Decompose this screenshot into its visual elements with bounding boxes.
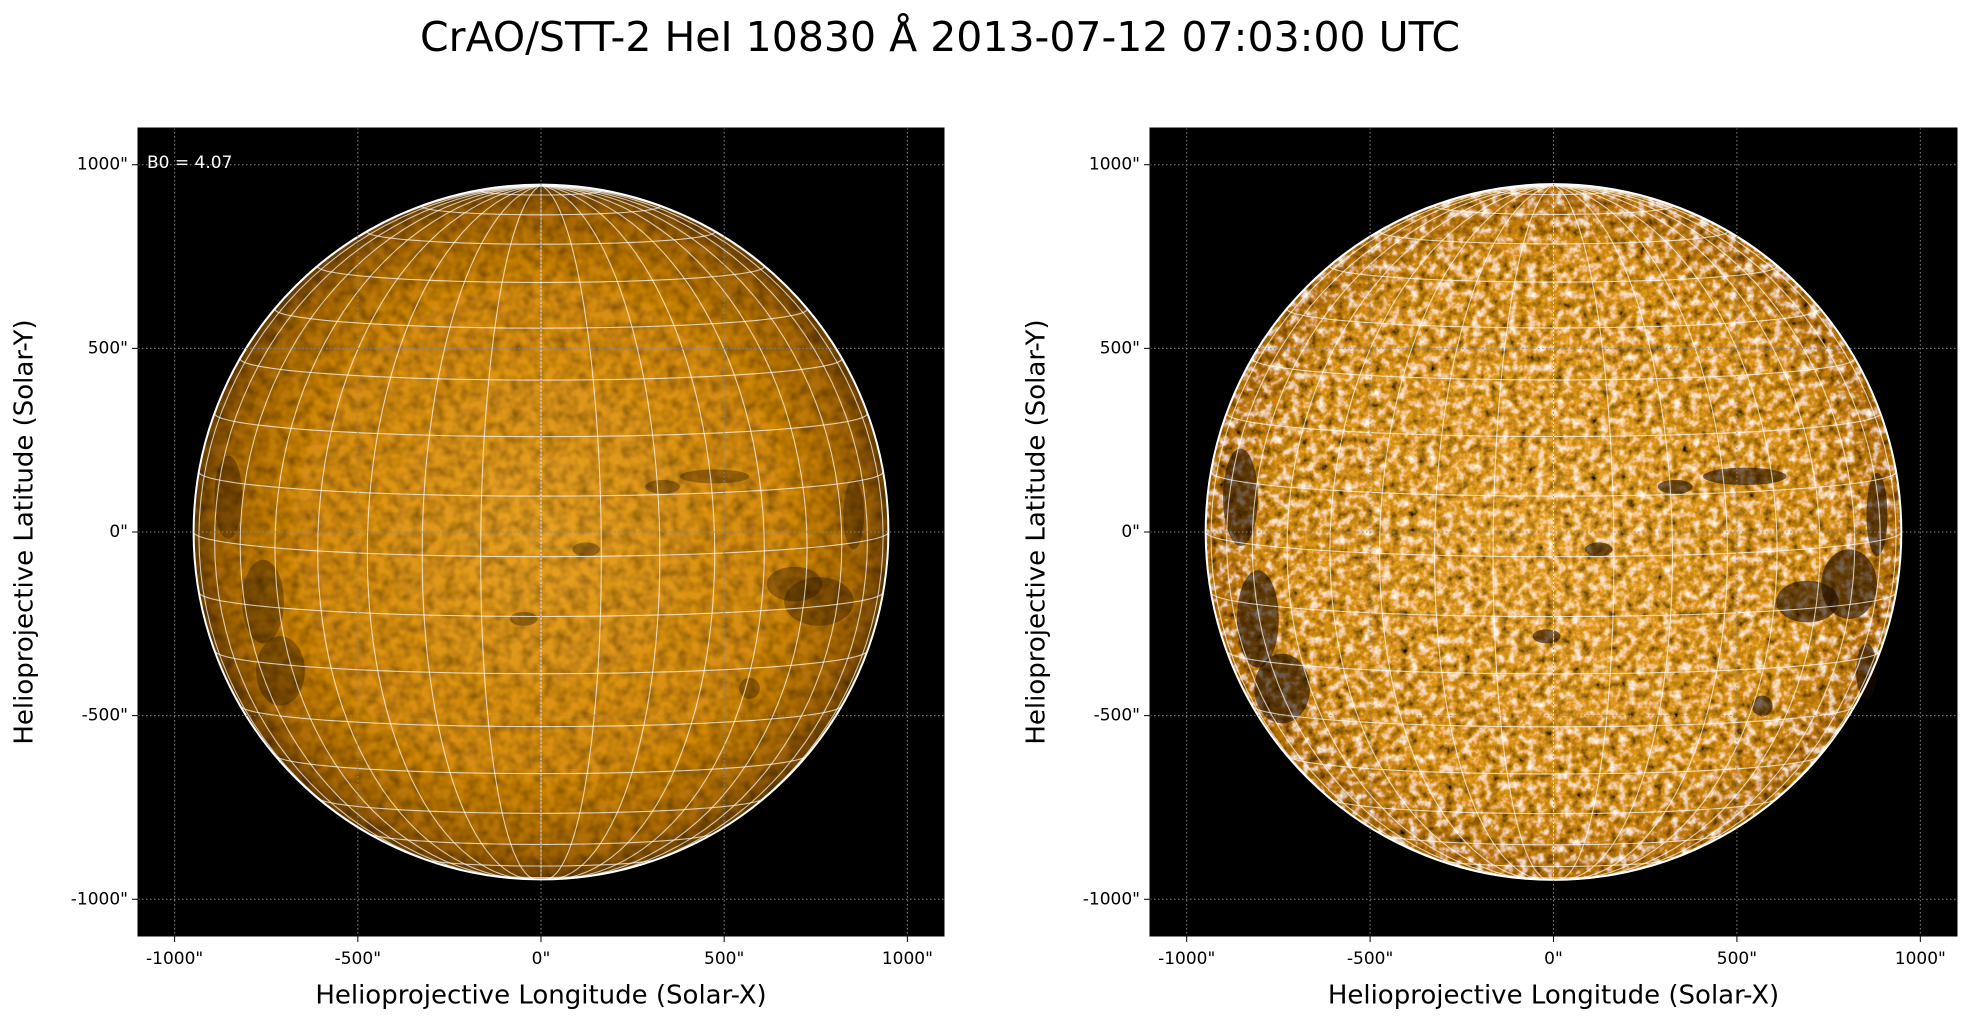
x-tick-label: 500" xyxy=(1717,949,1757,969)
figure-title: CrAO/STT-2 HeI 10830 Å 2013-07-12 07:03:… xyxy=(420,13,1460,61)
graticule-line xyxy=(1553,184,1856,878)
dark-feature xyxy=(1866,472,1888,557)
graticule-line xyxy=(1226,184,1554,874)
graticule-line xyxy=(1492,184,1554,881)
graticule-line xyxy=(540,184,661,880)
graticule-line xyxy=(1553,184,1881,874)
dark-feature xyxy=(1236,570,1279,668)
graticule-line xyxy=(540,184,884,851)
y-axis-label: Helioprojective Latitude (Solar-Y) xyxy=(10,319,40,744)
dark-feature xyxy=(256,636,305,706)
x-axis-label: Helioprojective Longitude (Solar-X) xyxy=(315,981,766,1011)
y-tick-label: 1000" xyxy=(1089,155,1140,175)
dark-feature xyxy=(1703,467,1787,486)
x-tick-label: 1000" xyxy=(882,949,933,969)
x-tick-label: -500" xyxy=(1347,949,1393,969)
graticule-line xyxy=(1553,184,1778,880)
graticule-line xyxy=(1553,184,1674,881)
dark-feature xyxy=(784,577,854,626)
y-tick-label: 1000" xyxy=(77,155,128,175)
graticule-line xyxy=(480,185,542,880)
x-tick-label: -1000" xyxy=(146,949,203,969)
y-tick-label: -1000" xyxy=(71,889,128,909)
graticule-line xyxy=(540,184,808,878)
y-tick-label: 0" xyxy=(1121,522,1140,542)
annotation: B0 = 4.07 xyxy=(147,153,232,173)
dark-feature xyxy=(843,479,865,550)
dark-feature xyxy=(572,542,601,557)
graticule-line xyxy=(1433,184,1554,881)
y-tick-label: 0" xyxy=(109,522,128,542)
graticule-line xyxy=(239,184,542,877)
graticule-line xyxy=(1379,184,1554,880)
dark-feature xyxy=(1751,695,1773,717)
y-tick-label: -500" xyxy=(82,706,128,726)
x-tick-label: -500" xyxy=(335,949,381,969)
y-tick-label: -500" xyxy=(1094,706,1140,726)
dark-feature xyxy=(645,479,680,494)
y-tick-label: 500" xyxy=(1100,338,1140,358)
dark-feature xyxy=(739,677,760,699)
graticule-line xyxy=(1210,184,1554,852)
panel: -1000" -500" 0" 500" 1000" -1000" -500" 0" 500" 1… xyxy=(10,127,945,1011)
x-tick-label: 0" xyxy=(1544,949,1563,969)
panel: -1000" -500" 0" 500" 1000" -1000" -500" 0" 500" 1… xyxy=(1022,127,1958,1011)
dark-feature xyxy=(509,611,538,626)
graticule-line xyxy=(1329,184,1554,880)
axes-frame xyxy=(1149,127,1958,937)
x-tick-label: 1000" xyxy=(1895,949,1946,969)
graticule-line xyxy=(1286,184,1554,878)
x-axis-label: Helioprojective Longitude (Solar-X) xyxy=(1328,981,1779,1011)
graticule-line xyxy=(1553,184,1821,878)
dark-feature xyxy=(1223,448,1258,546)
graticule-line xyxy=(317,184,542,880)
x-tick-label: -1000" xyxy=(1158,949,1215,969)
dark-feature xyxy=(1856,643,1877,699)
y-tick-label: -1000" xyxy=(1083,889,1140,909)
graticule-line xyxy=(540,184,868,874)
dark-feature xyxy=(242,559,284,644)
graticule-line xyxy=(1553,184,1897,852)
graticule-line xyxy=(366,184,542,880)
y-tick-label: 500" xyxy=(88,338,128,358)
dark-feature xyxy=(679,469,750,484)
graticule-line xyxy=(540,184,716,880)
graticule-line xyxy=(1553,184,1615,881)
graticule-line xyxy=(198,184,542,851)
graticule-line xyxy=(540,184,843,877)
dark-feature xyxy=(1657,479,1693,494)
axes-frame xyxy=(137,127,945,937)
dark-feature xyxy=(214,455,243,539)
graticule-line xyxy=(274,184,542,878)
x-tick-label: 0" xyxy=(532,949,551,969)
graticule-line xyxy=(540,185,602,880)
graticule-line xyxy=(421,184,542,880)
graticule-line xyxy=(1553,184,1728,880)
dark-feature xyxy=(1584,542,1613,557)
dark-feature xyxy=(1254,653,1311,724)
dark-feature xyxy=(1821,549,1877,619)
graticule-line xyxy=(214,184,542,874)
dark-feature xyxy=(1532,629,1561,644)
graticule-line xyxy=(1251,184,1554,878)
graticule-line xyxy=(540,184,765,880)
y-axis-label: Helioprojective Latitude (Solar-Y) xyxy=(1022,319,1052,744)
x-tick-label: 500" xyxy=(704,949,744,969)
dark-feature xyxy=(766,566,823,602)
